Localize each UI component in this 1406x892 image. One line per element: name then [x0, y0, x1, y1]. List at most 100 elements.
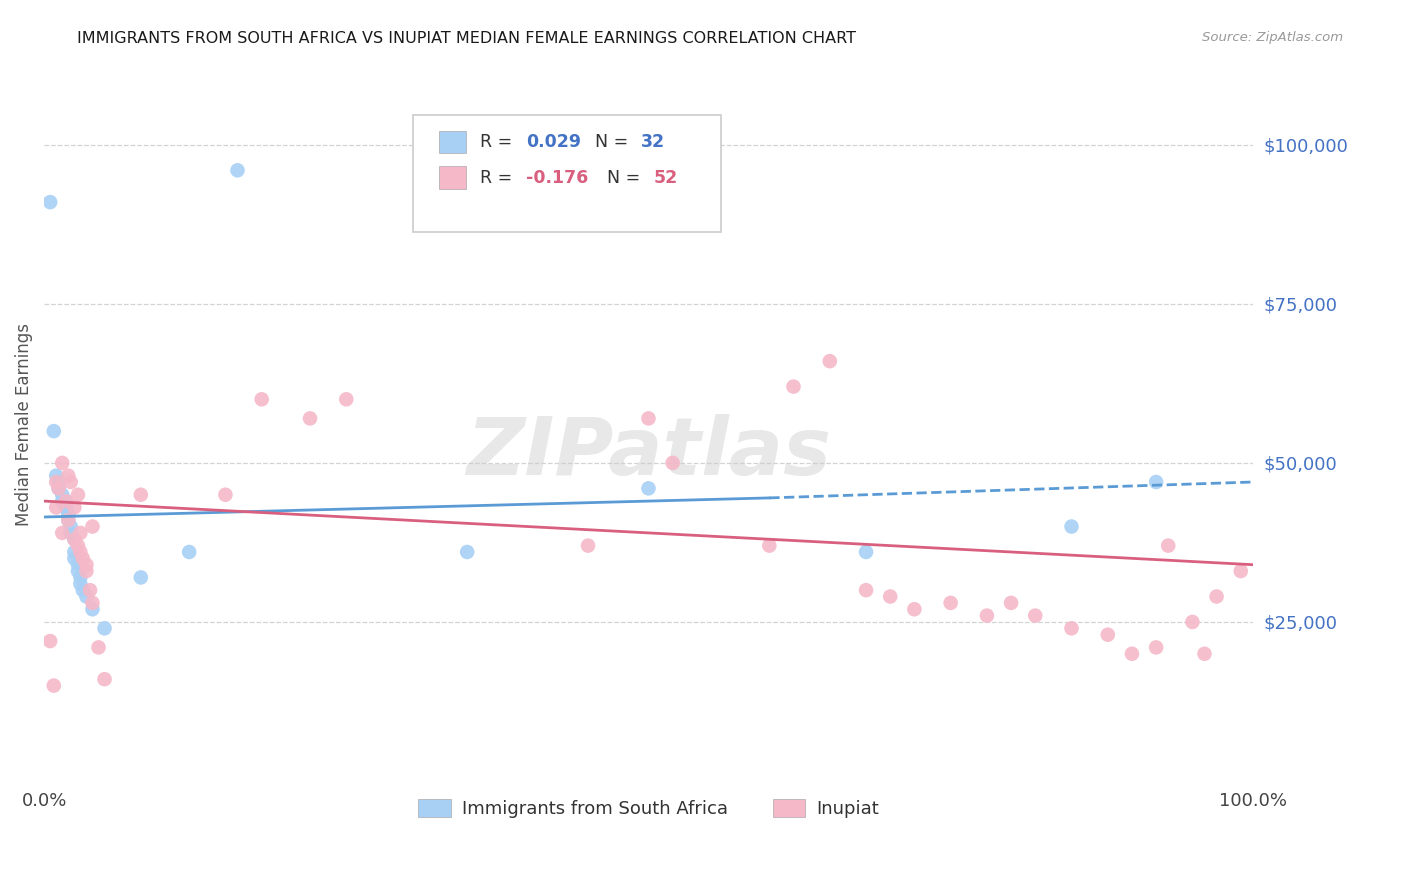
- Point: [335, 392, 357, 407]
- Point: [51, 494, 73, 508]
- Point: [58, 513, 80, 527]
- Point: [93, 672, 115, 686]
- Point: [48, 482, 70, 496]
- Point: [63, 551, 86, 566]
- Point: [51, 488, 73, 502]
- Point: [69, 576, 91, 591]
- Point: [69, 570, 91, 584]
- Point: [63, 545, 86, 559]
- Text: -0.176: -0.176: [526, 169, 589, 186]
- Text: IMMIGRANTS FROM SOUTH AFRICA VS INUPIAT MEDIAN FEMALE EARNINGS CORRELATION CHART: IMMIGRANTS FROM SOUTH AFRICA VS INUPIAT …: [77, 31, 856, 46]
- FancyBboxPatch shape: [439, 130, 465, 153]
- Point: [1229, 564, 1251, 578]
- Point: [48, 475, 70, 489]
- Point: [59, 475, 82, 489]
- Point: [1097, 628, 1119, 642]
- Point: [59, 519, 82, 533]
- Point: [51, 525, 73, 540]
- Point: [1144, 640, 1167, 655]
- FancyBboxPatch shape: [439, 166, 465, 189]
- Point: [456, 545, 478, 559]
- Point: [45, 468, 67, 483]
- Text: R =: R =: [481, 169, 519, 186]
- Point: [1205, 590, 1227, 604]
- Point: [75, 590, 97, 604]
- Point: [63, 500, 86, 515]
- Point: [59, 525, 82, 540]
- Point: [42, 679, 65, 693]
- Point: [879, 590, 901, 604]
- Point: [66, 564, 89, 578]
- Point: [637, 411, 659, 425]
- Point: [75, 564, 97, 578]
- Text: 52: 52: [654, 169, 678, 186]
- Point: [58, 507, 80, 521]
- Point: [69, 525, 91, 540]
- Point: [51, 456, 73, 470]
- Point: [39, 634, 62, 648]
- Point: [66, 488, 89, 502]
- Point: [63, 533, 86, 547]
- Text: R =: R =: [481, 133, 519, 151]
- Point: [903, 602, 925, 616]
- Point: [1060, 621, 1083, 635]
- Point: [637, 482, 659, 496]
- Point: [55, 500, 77, 515]
- Point: [45, 475, 67, 489]
- Point: [69, 545, 91, 559]
- Point: [66, 558, 89, 572]
- Point: [1181, 615, 1204, 629]
- Legend: Immigrants from South Africa, Inupiat: Immigrants from South Africa, Inupiat: [411, 792, 886, 825]
- Point: [42, 424, 65, 438]
- Point: [782, 379, 804, 393]
- Point: [82, 602, 104, 616]
- Point: [855, 545, 877, 559]
- Point: [855, 583, 877, 598]
- Point: [299, 411, 322, 425]
- Point: [661, 456, 683, 470]
- Point: [58, 513, 80, 527]
- Point: [939, 596, 962, 610]
- Point: [1157, 539, 1180, 553]
- Point: [82, 519, 104, 533]
- Point: [93, 621, 115, 635]
- Point: [1024, 608, 1046, 623]
- Point: [79, 583, 101, 598]
- Point: [45, 500, 67, 515]
- Point: [1121, 647, 1143, 661]
- Y-axis label: Median Female Earnings: Median Female Earnings: [15, 323, 32, 526]
- Point: [1000, 596, 1022, 610]
- Text: 0.029: 0.029: [526, 133, 582, 151]
- Point: [82, 596, 104, 610]
- Point: [179, 545, 201, 559]
- Point: [75, 558, 97, 572]
- Point: [129, 488, 152, 502]
- Point: [1060, 519, 1083, 533]
- Point: [55, 494, 77, 508]
- Text: Source: ZipAtlas.com: Source: ZipAtlas.com: [1202, 31, 1343, 45]
- Point: [576, 539, 599, 553]
- Point: [72, 551, 94, 566]
- Point: [226, 163, 249, 178]
- Point: [214, 488, 236, 502]
- Point: [72, 583, 94, 598]
- Point: [39, 195, 62, 210]
- Point: [1144, 475, 1167, 489]
- Point: [250, 392, 273, 407]
- Point: [55, 494, 77, 508]
- Text: N =: N =: [607, 169, 647, 186]
- Text: ZIPatlas: ZIPatlas: [465, 414, 831, 492]
- Point: [758, 539, 780, 553]
- Point: [1194, 647, 1216, 661]
- Point: [58, 468, 80, 483]
- Point: [129, 570, 152, 584]
- Text: N =: N =: [595, 133, 634, 151]
- FancyBboxPatch shape: [413, 115, 721, 233]
- Point: [818, 354, 841, 368]
- Point: [66, 539, 89, 553]
- Text: 32: 32: [641, 133, 665, 151]
- Point: [87, 640, 110, 655]
- Point: [63, 533, 86, 547]
- Point: [48, 482, 70, 496]
- Point: [976, 608, 998, 623]
